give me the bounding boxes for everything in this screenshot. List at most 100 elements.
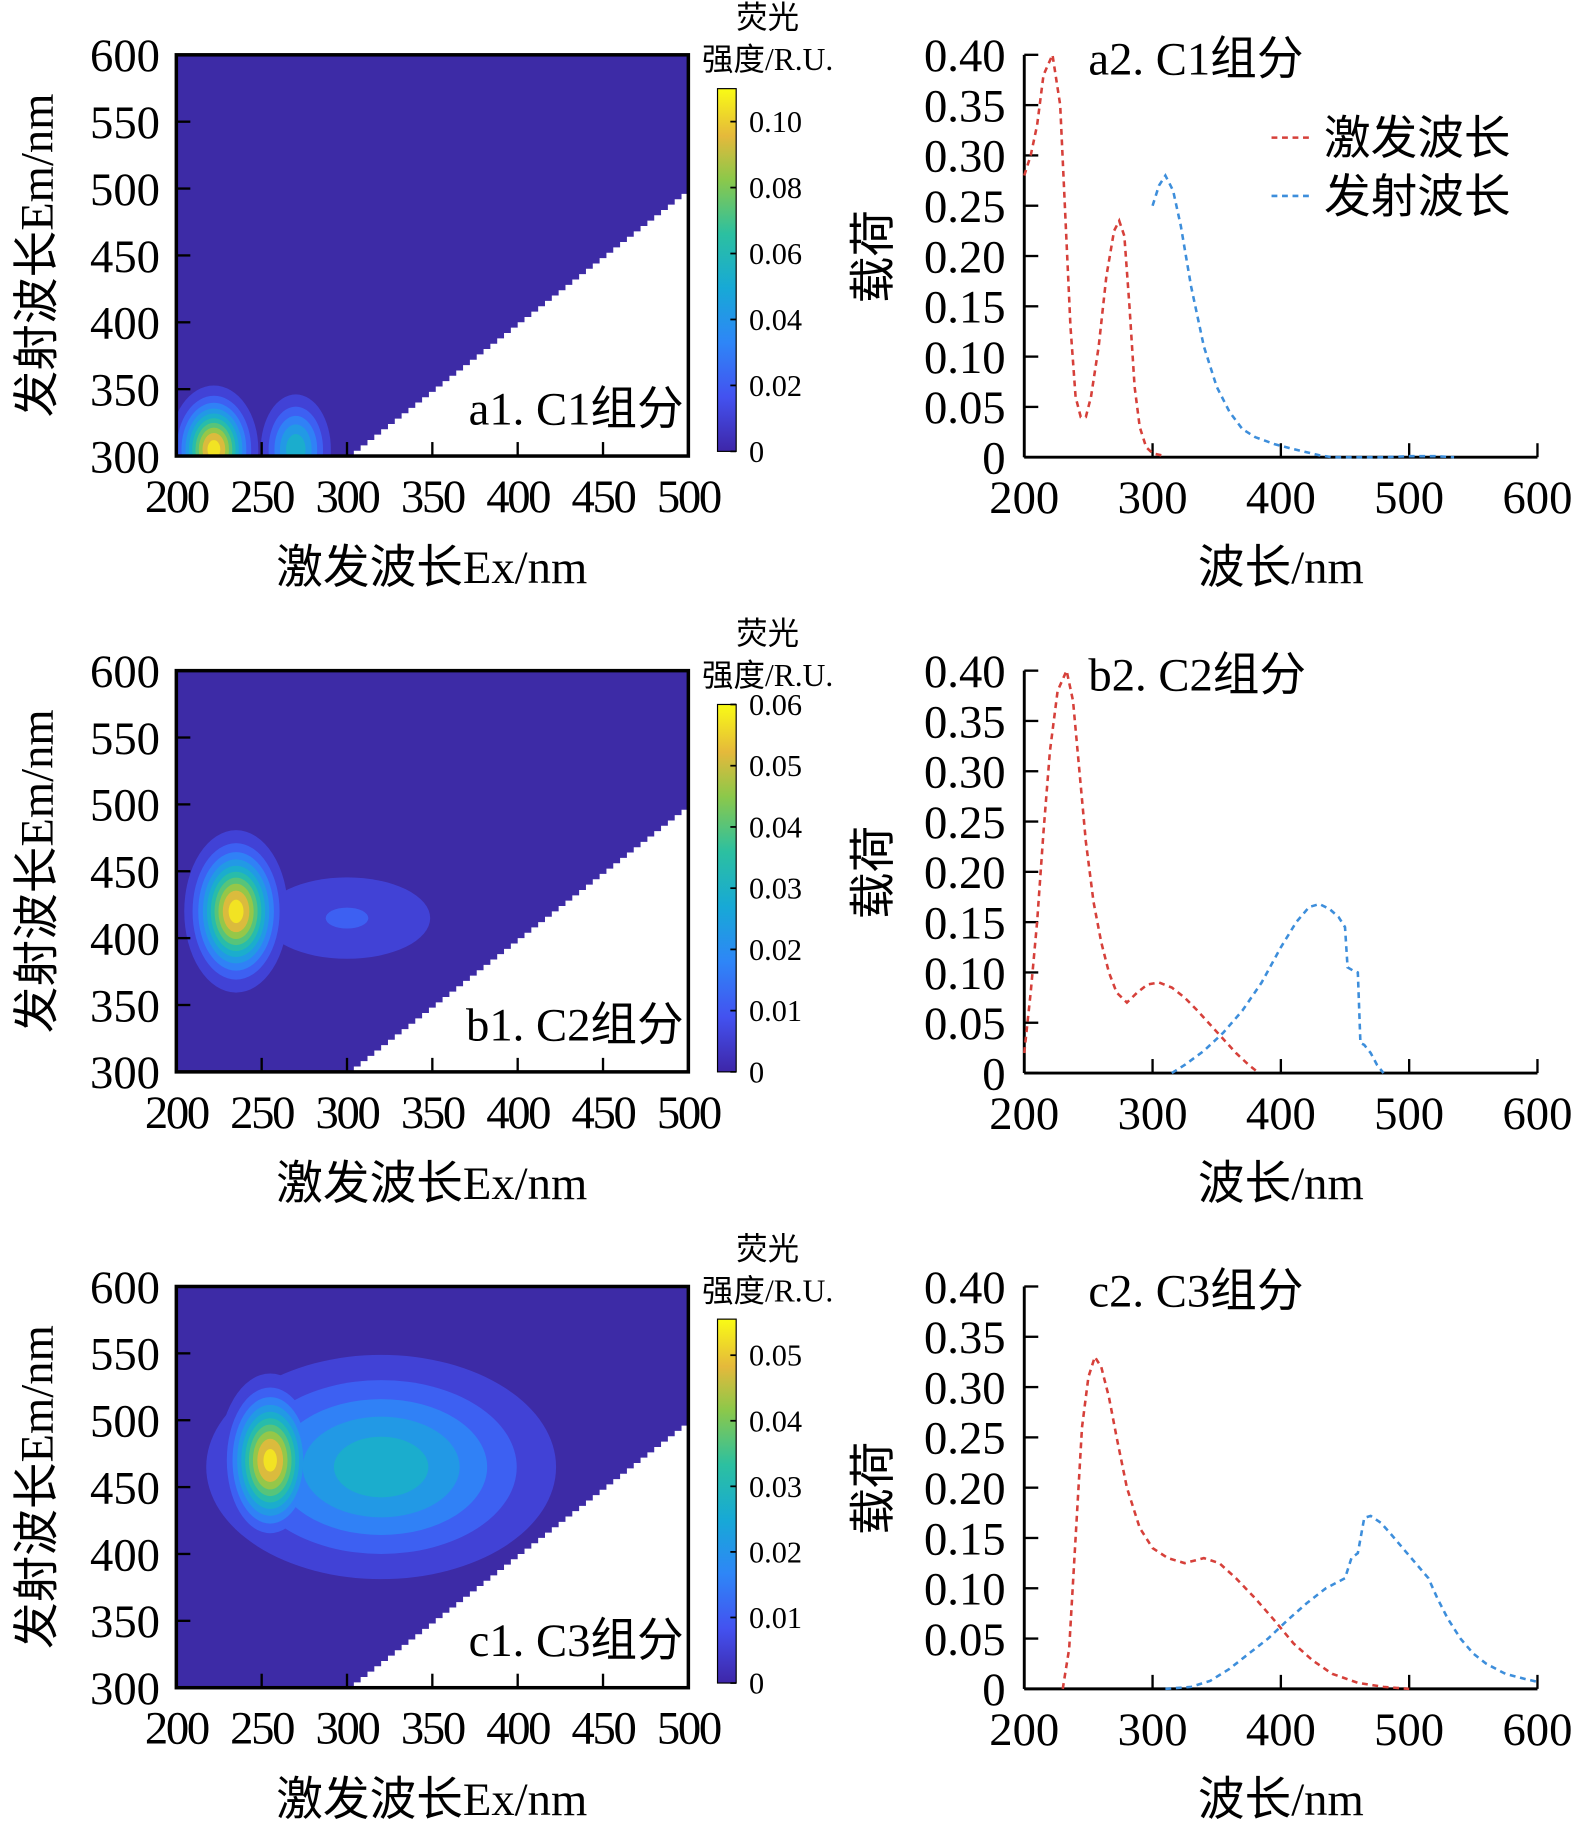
y-tick-label: 500 — [90, 1396, 160, 1448]
y-tick-label: 600 — [90, 30, 160, 82]
y-tick-label: 0.10 — [924, 332, 1006, 384]
colorbar-title: 强度/R.U. — [702, 658, 833, 693]
y-tick-label: 0.30 — [924, 131, 1006, 183]
y-axis-title: 载荷 — [848, 210, 900, 303]
x-tick-label: 500 — [657, 1087, 721, 1139]
y-tick-label: 0.20 — [924, 1463, 1006, 1515]
colorbar — [716, 1318, 737, 1684]
colorbar-title: 荧光 — [736, 616, 799, 651]
y-tick-label: 0.35 — [924, 696, 1006, 748]
x-tick-label: 500 — [657, 471, 721, 523]
series-line-excitation — [1022, 666, 1260, 1075]
y-axis-title: 发射波长Em/nm — [12, 709, 64, 1033]
panel-label: a1. C1组分 — [469, 384, 684, 436]
x-axis-title: 波长/nm — [1198, 1158, 1364, 1210]
x-tick-label: 200 — [989, 1088, 1059, 1140]
series-line-excitation — [1023, 50, 1166, 458]
x-tick-label: 300 — [1118, 1088, 1188, 1140]
x-tick-label: 400 — [486, 471, 550, 523]
colorbar-tick-label: 0.01 — [749, 1601, 802, 1635]
x-axis-title: 激发波长Ex/nm — [276, 1158, 587, 1210]
contour-area — [176, 670, 689, 1072]
legend-label-excitation: 激发波长 — [1324, 113, 1511, 165]
y-tick-label: 0.20 — [924, 847, 1006, 899]
x-tick-label: 500 — [1374, 472, 1444, 524]
contour-level-peak-1 — [325, 907, 369, 929]
y-tick-label: 350 — [90, 980, 160, 1032]
x-tick-label: 300 — [316, 471, 380, 523]
contour-level-peak-0 — [228, 899, 244, 924]
colorbar-tick-label: 0.03 — [749, 1470, 802, 1504]
y-tick-label: 500 — [90, 164, 160, 216]
scatter-mask — [347, 804, 689, 1072]
y-tick-label: 300 — [90, 1663, 160, 1715]
y-tick-label: 0.20 — [924, 231, 1006, 283]
contour-level-peak-0 — [207, 440, 221, 457]
y-tick-label: 600 — [90, 646, 160, 698]
y-tick-label: 0.15 — [924, 1513, 1006, 1565]
y-tick-label: 0.40 — [924, 646, 1006, 698]
panel-label: b2. C2组分 — [1088, 649, 1306, 701]
panel-label: c2. C3组分 — [1088, 1265, 1303, 1317]
y-axis-title: 发射波长Em/nm — [12, 1325, 64, 1649]
y-tick-label: 0 — [982, 1048, 1005, 1100]
contour-level-peak-1 — [286, 434, 306, 457]
x-tick-label: 250 — [230, 1087, 294, 1139]
colorbar-tick-label: 0.08 — [749, 171, 802, 205]
colorbar-tick-label: 0.02 — [749, 933, 802, 967]
x-tick-label: 600 — [1502, 472, 1572, 524]
x-tick-label: 200 — [989, 1704, 1059, 1756]
y-tick-label: 400 — [90, 298, 160, 350]
contour-area — [176, 1286, 689, 1688]
y-tick-label: 0.15 — [924, 282, 1006, 334]
colorbar — [716, 88, 737, 452]
panel-b1: 200 250 300 350 400 450 500 300 350 400 450 500 550 6… — [12, 616, 834, 1210]
x-tick-label: 300 — [1118, 1704, 1188, 1756]
panel-a1: 200 250 300 350 400 450 500 300 350 400 450 500 550 6… — [12, 0, 834, 594]
y-tick-label: 300 — [90, 431, 160, 483]
colorbar-tick-label: 0 — [749, 435, 764, 469]
panel-label: b1. C2组分 — [466, 999, 684, 1051]
colorbar-tick-label: 0.04 — [749, 303, 802, 337]
colorbar-title: 荧光 — [736, 0, 799, 35]
x-axis-title: 波长/nm — [1198, 542, 1364, 594]
x-tick-label: 400 — [486, 1087, 550, 1139]
y-tick-label: 0 — [982, 433, 1005, 485]
x-tick-label: 600 — [1502, 1088, 1572, 1140]
x-tick-label: 200 — [145, 1703, 209, 1755]
y-tick-label: 0.30 — [924, 747, 1006, 799]
contour-level-peak-1 — [333, 1436, 429, 1498]
x-tick-label: 350 — [401, 471, 465, 523]
colorbar-tick-label: 0.05 — [749, 749, 802, 783]
x-tick-label: 400 — [1246, 1088, 1316, 1140]
x-tick-label: 350 — [401, 1087, 465, 1139]
y-tick-label: 0.05 — [924, 998, 1006, 1050]
y-tick-label: 350 — [90, 1596, 160, 1648]
colorbar-tick-label: 0 — [749, 1667, 764, 1701]
y-axis-title: 载荷 — [848, 826, 900, 919]
panel-b2: 200 300 400 500 600 00.050.100.150.200.250.30… — [848, 646, 1572, 1210]
y-tick-label: 0.10 — [924, 948, 1006, 1000]
y-tick-label: 400 — [90, 1529, 160, 1581]
scatter-mask — [347, 188, 689, 457]
x-tick-label: 300 — [316, 1087, 380, 1139]
x-tick-label: 400 — [1246, 1704, 1316, 1756]
panel-c2: 200 300 400 500 600 00.050.100.150.200.250.30… — [848, 1262, 1572, 1823]
y-tick-label: 350 — [90, 364, 160, 416]
y-tick-label: 0.30 — [924, 1362, 1006, 1414]
y-axis-title: 载荷 — [848, 1442, 900, 1535]
y-tick-label: 0.10 — [924, 1564, 1006, 1616]
x-tick-label: 600 — [1502, 1704, 1572, 1756]
x-tick-label: 200 — [145, 471, 209, 523]
x-tick-label: 450 — [572, 1703, 636, 1755]
x-tick-label: 300 — [1118, 472, 1188, 524]
colorbar-title: 强度/R.U. — [702, 42, 833, 77]
y-tick-label: 450 — [90, 1462, 160, 1514]
x-tick-label: 400 — [486, 1703, 550, 1755]
y-tick-label: 500 — [90, 780, 160, 832]
y-tick-label: 450 — [90, 847, 160, 899]
x-axis-title: 激发波长Ex/nm — [276, 1774, 587, 1823]
y-tick-label: 0.25 — [924, 1413, 1006, 1465]
x-tick-label: 200 — [145, 1087, 209, 1139]
x-tick-label: 500 — [657, 1703, 721, 1755]
